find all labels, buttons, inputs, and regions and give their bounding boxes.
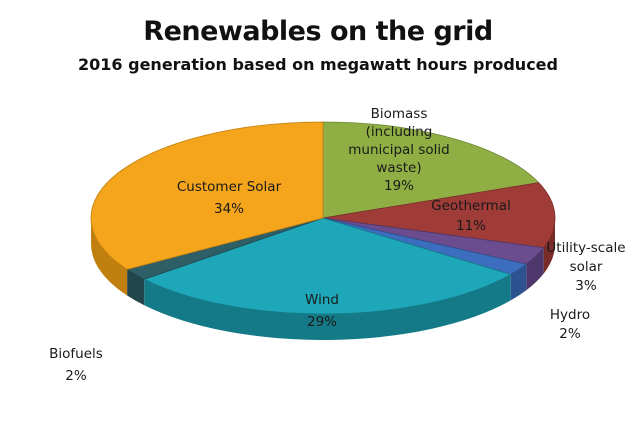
pie-labels: Biomass (including municipal solid waste) 19… <box>49 106 625 384</box>
slice-label-3: Hydro 2% <box>550 307 590 342</box>
pie-slice-1 <box>322 182 556 249</box>
slice-label-line: solar <box>570 259 603 275</box>
pie-slice-6 <box>90 121 324 270</box>
slice-label-line: (including <box>366 124 433 140</box>
chart-subtitle: 2016 generation based on megawatt hours … <box>78 55 558 74</box>
slice-label-line: 11% <box>456 218 486 234</box>
pie-slice-4 <box>143 217 512 315</box>
chart-title: Renewables on the grid <box>143 16 493 47</box>
pie-side-1 <box>543 218 555 274</box>
slice-label-4: Wind 29% <box>305 292 339 330</box>
slice-label-line: Utility-scale <box>546 240 625 256</box>
slice-label-line: 29% <box>307 314 337 330</box>
slice-label-line: waste) <box>376 160 421 176</box>
pie-tops <box>90 121 556 315</box>
pie-side-5 <box>127 269 145 306</box>
slice-label-line: Biomass <box>371 106 428 122</box>
slice-label-line: 34% <box>214 201 244 217</box>
slice-label-6: Customer Solar 34% <box>177 179 282 217</box>
slice-label-line: 2% <box>65 368 87 384</box>
pie-side-6 <box>91 218 128 296</box>
slice-label-line: Geothermal <box>431 198 511 214</box>
slice-label-line: 2% <box>559 326 581 342</box>
pie-sides <box>91 218 555 340</box>
slice-label-line: Biofuels <box>49 346 103 362</box>
slice-label-line: Hydro <box>550 307 590 323</box>
pie-side-3 <box>510 264 527 301</box>
slice-label-2: Utility-scale solar 3% <box>546 240 625 294</box>
slice-label-5: Biofuels 2% <box>49 346 103 384</box>
slice-label-line: Wind <box>305 292 339 308</box>
slice-label-line: 19% <box>384 178 414 194</box>
slice-label-line: municipal solid <box>348 142 449 158</box>
slice-label-1: Geothermal 11% <box>431 198 511 234</box>
slice-label-line: 3% <box>575 278 597 294</box>
slice-label-line: Customer Solar <box>177 179 282 195</box>
pie-slice-0 <box>322 121 540 219</box>
pie-side-2 <box>526 247 544 291</box>
pie-side-4 <box>144 274 511 340</box>
slice-label-0: Biomass (including municipal solid waste) 19… <box>348 106 449 194</box>
